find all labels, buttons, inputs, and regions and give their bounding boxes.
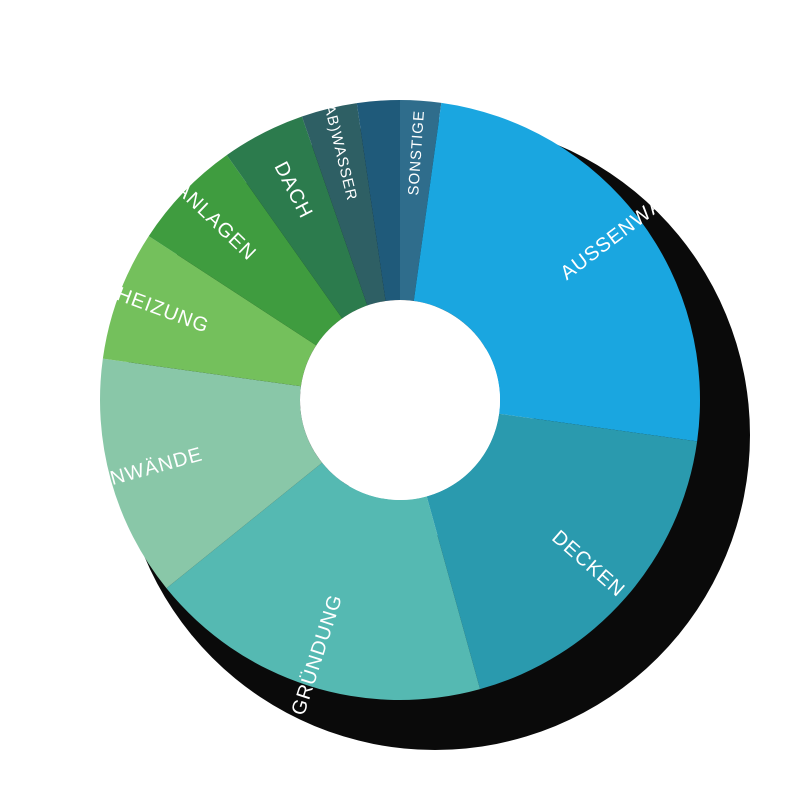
donut-hole [300,300,500,500]
donut-chart: SONSTIGEAUSSENWÄNDEDECKENGRÜNDUNGINNENWÄ… [0,0,800,800]
